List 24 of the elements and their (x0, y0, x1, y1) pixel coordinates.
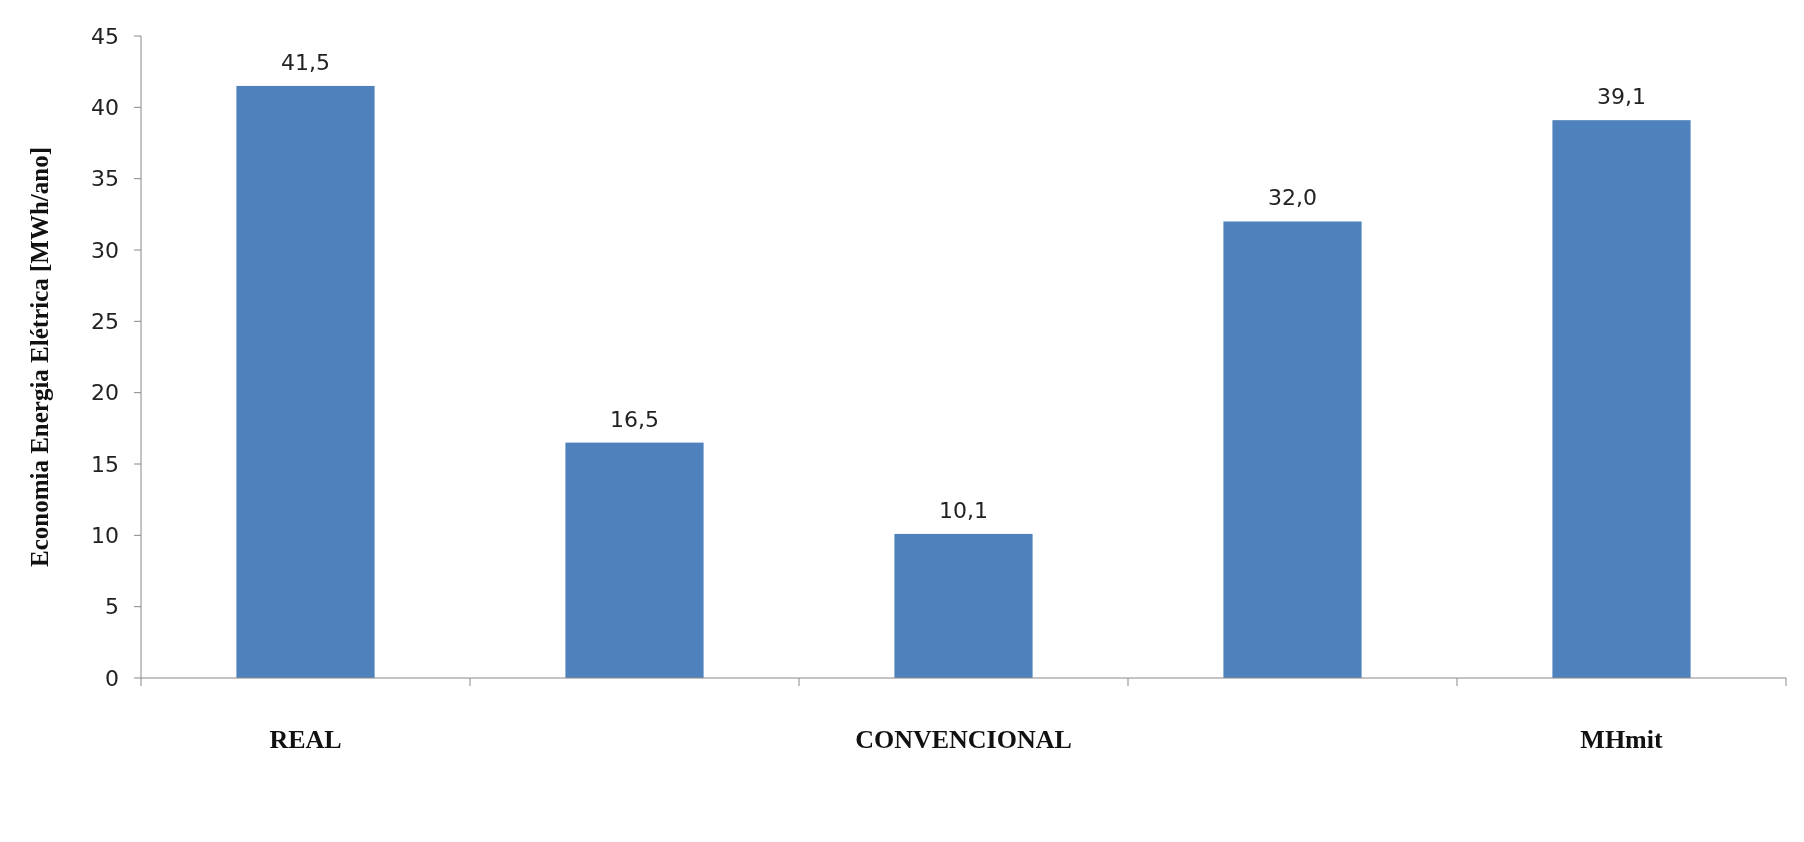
y-tick-label: 35 (91, 166, 119, 192)
x-tick-label: REAL (269, 725, 342, 754)
bar (1223, 221, 1362, 678)
bar (236, 85, 375, 678)
data-label: 16,5 (610, 406, 659, 432)
bar (565, 442, 704, 678)
y-tick-label: 20 (91, 380, 119, 406)
y-tick-label: 25 (91, 309, 119, 335)
y-axis-title: Economia Energia Elétrica [MWh/ano] (26, 146, 53, 568)
y-tick-label: 0 (105, 665, 119, 691)
x-tick-label: CONVENCIONAL (855, 725, 1072, 754)
bar (1552, 120, 1691, 678)
data-label: 32,0 (1268, 185, 1317, 211)
y-tick-label: 15 (91, 451, 119, 477)
y-tick-label: 40 (91, 95, 119, 121)
data-label: 10,1 (939, 497, 988, 523)
y-tick-label: 5 (105, 594, 119, 620)
bar (894, 533, 1033, 678)
data-label: 39,1 (1597, 84, 1646, 110)
y-tick-label: 10 (91, 523, 119, 549)
y-tick-label: 45 (91, 23, 119, 49)
x-tick-label: MHmit (1580, 725, 1663, 754)
data-label: 41,5 (281, 49, 330, 75)
y-tick-label: 30 (91, 237, 119, 263)
